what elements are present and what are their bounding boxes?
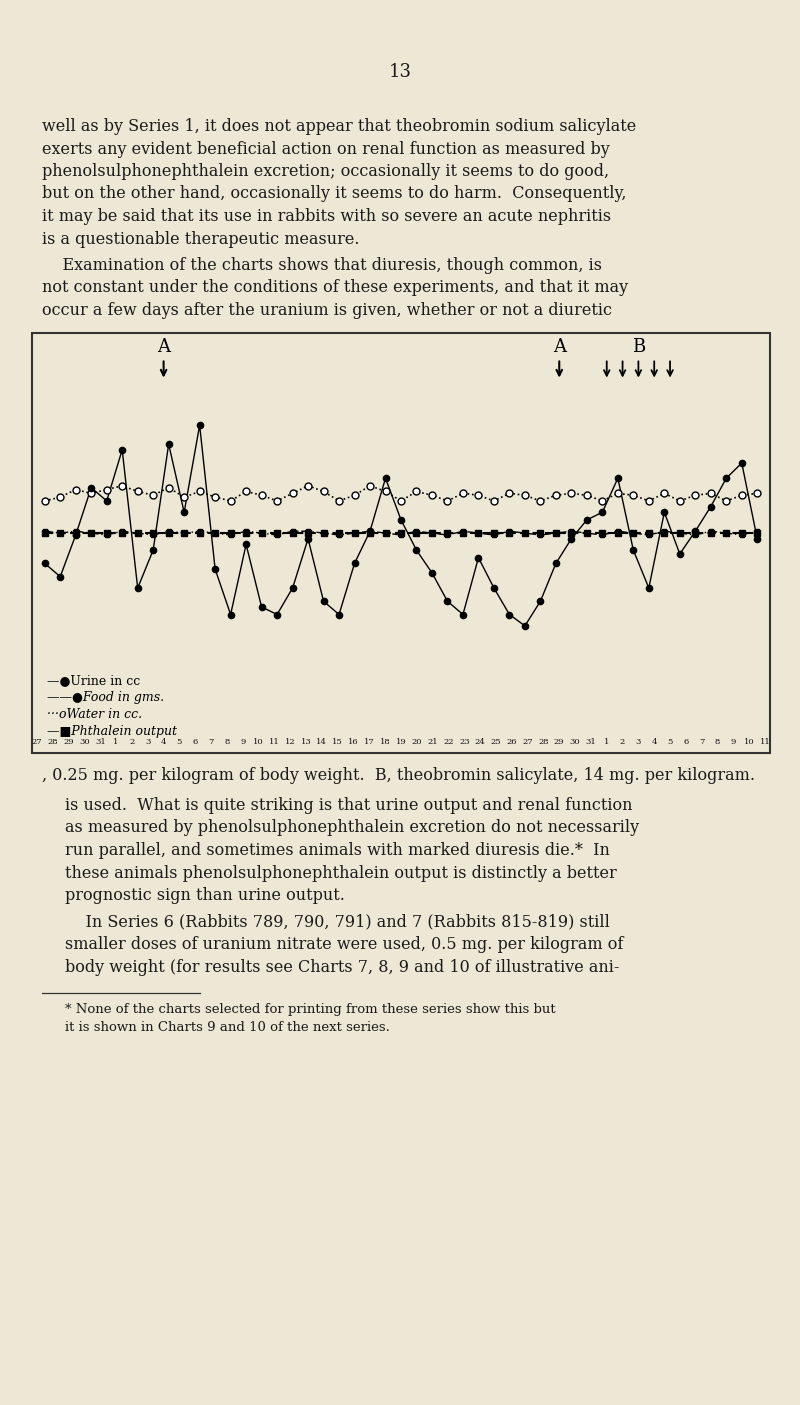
Text: it is shown in Charts 9 and 10 of the next series.: it is shown in Charts 9 and 10 of the ne…: [65, 1021, 390, 1034]
Text: occur a few days after the uranium is given, whether or not a diuretic: occur a few days after the uranium is gi…: [42, 302, 612, 319]
Text: 4: 4: [651, 739, 657, 746]
Text: 28: 28: [538, 739, 549, 746]
Text: A: A: [157, 339, 170, 357]
Text: 4: 4: [161, 739, 166, 746]
Text: 3: 3: [636, 739, 641, 746]
Text: 11: 11: [760, 739, 770, 746]
Text: B: B: [632, 339, 645, 357]
Text: not constant under the conditions of these experiments, and that it may: not constant under the conditions of the…: [42, 280, 628, 296]
Text: 13: 13: [301, 739, 311, 746]
Text: 20: 20: [411, 739, 422, 746]
Text: —●Urine in cc: —●Urine in cc: [47, 674, 140, 687]
Text: 9: 9: [730, 739, 736, 746]
Text: 19: 19: [396, 739, 406, 746]
Text: Examination of the charts shows that diuresis, though common, is: Examination of the charts shows that diu…: [42, 257, 602, 274]
Text: 24: 24: [474, 739, 486, 746]
Text: 17: 17: [364, 739, 374, 746]
Text: 14: 14: [317, 739, 327, 746]
Text: 18: 18: [380, 739, 390, 746]
Text: 30: 30: [79, 739, 90, 746]
Text: 29: 29: [554, 739, 565, 746]
Text: 13: 13: [389, 63, 411, 81]
Text: 2: 2: [620, 739, 625, 746]
Text: is used.  What is quite striking is that urine output and renal function: is used. What is quite striking is that …: [65, 797, 633, 813]
Text: 28: 28: [47, 739, 58, 746]
Text: 2: 2: [130, 739, 134, 746]
Text: 1: 1: [604, 739, 610, 746]
Text: it may be said that its use in rabbits with so severe an acute nephritis: it may be said that its use in rabbits w…: [42, 208, 611, 225]
Text: In Series 6 (Rabbits 789, 790, 791) and 7 (Rabbits 815-819) still: In Series 6 (Rabbits 789, 790, 791) and …: [65, 913, 610, 930]
Text: 21: 21: [427, 739, 438, 746]
Text: ——●Food in gms.: ——●Food in gms.: [47, 691, 164, 704]
Text: run parallel, and sometimes animals with marked diuresis die.*  In: run parallel, and sometimes animals with…: [65, 842, 610, 858]
Text: 7: 7: [699, 739, 704, 746]
Text: 11: 11: [269, 739, 280, 746]
Text: 6: 6: [683, 739, 689, 746]
Text: 30: 30: [570, 739, 580, 746]
Text: as measured by phenolsulphonephthalein excretion do not necessarily: as measured by phenolsulphonephthalein e…: [65, 819, 639, 836]
Text: but on the other hand, occasionally it seems to do harm.  Consequently,: but on the other hand, occasionally it s…: [42, 185, 626, 202]
Text: 25: 25: [490, 739, 502, 746]
Text: 8: 8: [715, 739, 720, 746]
Text: 8: 8: [224, 739, 230, 746]
Text: 7: 7: [208, 739, 214, 746]
Text: 23: 23: [459, 739, 470, 746]
Text: 10: 10: [744, 739, 754, 746]
Text: * None of the charts selected for printing from these series show this but: * None of the charts selected for printi…: [65, 1003, 556, 1016]
Text: 1: 1: [114, 739, 119, 746]
Text: 5: 5: [177, 739, 182, 746]
Text: 9: 9: [240, 739, 246, 746]
Text: 6: 6: [193, 739, 198, 746]
Text: 29: 29: [63, 739, 74, 746]
Text: prognostic sign than urine output.: prognostic sign than urine output.: [65, 887, 345, 903]
Bar: [32, 333, 770, 753]
Text: 10: 10: [254, 739, 264, 746]
Text: 27: 27: [32, 739, 42, 746]
Text: body weight (for results see Charts 7, 8, 9 and 10 of illustrative ani-: body weight (for results see Charts 7, 8…: [65, 958, 619, 975]
Text: 12: 12: [285, 739, 295, 746]
Text: ···oWater in cc.: ···oWater in cc.: [47, 708, 142, 722]
Text: 27: 27: [522, 739, 533, 746]
Text: A: A: [553, 339, 566, 357]
Text: 31: 31: [95, 739, 106, 746]
Text: —■Phthalein output: —■Phthalein output: [47, 725, 177, 739]
Text: 16: 16: [348, 739, 359, 746]
Text: well as by Series 1, it does not appear that theobromin sodium salicylate: well as by Series 1, it does not appear …: [42, 118, 636, 135]
Text: these animals phenolsulphonephthalein output is distinctly a better: these animals phenolsulphonephthalein ou…: [65, 864, 617, 881]
Text: exerts any evident beneficial action on renal function as measured by: exerts any evident beneficial action on …: [42, 140, 610, 157]
Text: , 0.25 mg. per kilogram of body weight.  B, theobromin salicylate, 14 mg. per ki: , 0.25 mg. per kilogram of body weight. …: [42, 767, 755, 784]
Text: 26: 26: [506, 739, 517, 746]
Text: phenolsulphonephthalein excretion; occasionally it seems to do good,: phenolsulphonephthalein excretion; occas…: [42, 163, 609, 180]
Text: smaller doses of uranium nitrate were used, 0.5 mg. per kilogram of: smaller doses of uranium nitrate were us…: [65, 936, 623, 953]
Text: 3: 3: [145, 739, 150, 746]
Text: 31: 31: [586, 739, 596, 746]
Text: 5: 5: [667, 739, 673, 746]
Text: 22: 22: [443, 739, 454, 746]
Text: 15: 15: [332, 739, 343, 746]
Text: is a questionable therapeutic measure.: is a questionable therapeutic measure.: [42, 230, 359, 247]
